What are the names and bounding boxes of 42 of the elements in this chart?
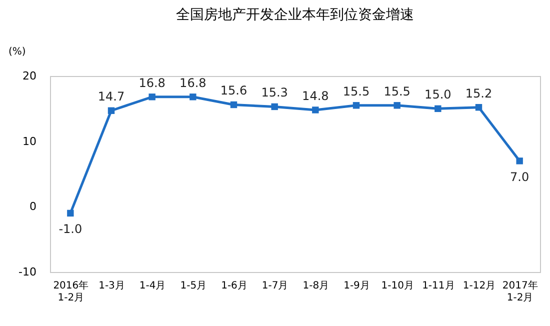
x-tick-label: 1-7月: [262, 280, 288, 292]
point: [148, 94, 156, 100]
data-label: 14.7: [98, 90, 125, 104]
point: [516, 158, 523, 164]
point: [475, 104, 482, 111]
y-axis-title: (%): [8, 46, 26, 58]
data-label: 15.6: [220, 84, 248, 98]
x-tick-label: 1-9月: [344, 280, 370, 292]
data-label: 15.5: [384, 84, 410, 98]
data-label: 15.2: [465, 86, 492, 100]
point: [108, 107, 115, 114]
x-tick-label: 1-3月: [98, 280, 125, 292]
data-label: 14.8: [302, 88, 329, 103]
point: [434, 105, 442, 112]
y-tick-label: 10: [22, 134, 36, 148]
data-label: 15.0: [424, 88, 452, 102]
x-tick-label: 1-12月: [462, 280, 496, 292]
x-tick-label: 1-8月: [302, 280, 330, 292]
data-label: 15.5: [342, 84, 370, 98]
point: [230, 101, 238, 108]
data-label: 16.8: [138, 76, 166, 90]
x-tick-label: 1-10月: [381, 280, 414, 292]
y-tick-label: -10: [18, 266, 36, 278]
x-tick-label: 1-4月: [139, 280, 166, 292]
data-label: 16.8: [180, 76, 206, 90]
data-label: 7.0: [510, 170, 530, 184]
point: [67, 210, 74, 217]
x-tick-label: 2016年 1-2月: [53, 280, 89, 304]
y-tick-label: 0: [30, 200, 36, 214]
point: [394, 102, 400, 109]
x-tick-label: 2017年 1-2月: [502, 280, 538, 304]
x-tick-label: 1-5月: [180, 280, 207, 292]
point: [352, 102, 360, 109]
point: [271, 103, 278, 110]
point: [190, 94, 196, 100]
y-tick-label: 20: [22, 70, 36, 82]
x-tick-label: 1-6月: [221, 280, 248, 292]
data-label: -1.0: [58, 222, 82, 236]
point: [312, 106, 319, 114]
data-label: 15.3: [261, 86, 288, 100]
chart-title: 全国房地产开发企业本年到位资金增速: [176, 7, 414, 23]
x-tick-label: 1-11月: [422, 280, 455, 292]
